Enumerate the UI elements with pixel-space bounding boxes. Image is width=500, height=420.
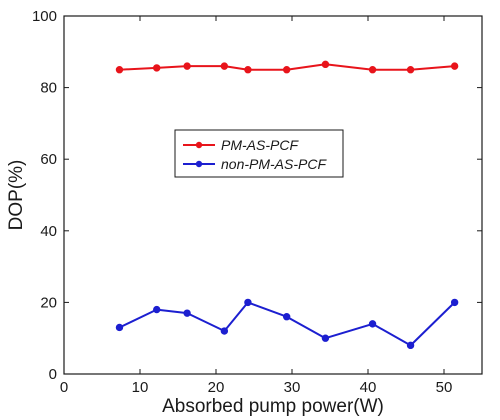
data-point <box>115 66 124 74</box>
data-point <box>368 66 377 74</box>
x-tick-label: 10 <box>132 379 149 396</box>
series-line <box>119 63 455 71</box>
data-point <box>406 341 415 350</box>
y-tick-label: 80 <box>40 80 57 97</box>
x-axis-title: Absorbed pump power(W) <box>162 396 384 417</box>
axes-layer: 0 10 20 30 40 50 0 20 40 60 80 100 <box>32 8 482 396</box>
legend-label: PM-AS-PCF <box>221 137 299 153</box>
y-tick-label: 0 <box>49 366 57 383</box>
data-point <box>450 298 459 307</box>
data-point <box>321 334 330 342</box>
x-tick-label: 20 <box>208 379 225 396</box>
data-point <box>450 62 459 70</box>
data-point <box>220 327 229 335</box>
legend-swatch-marker <box>195 160 203 168</box>
x-tick-label: 50 <box>436 379 453 396</box>
x-tick-label: 0 <box>60 379 68 396</box>
data-point <box>220 62 229 70</box>
legend-label: non-PM-AS-PCF <box>221 156 327 172</box>
data-point <box>282 66 291 74</box>
legend-box <box>174 129 344 178</box>
y-tick-label: 20 <box>40 294 57 311</box>
data-point <box>244 298 252 307</box>
y-tick-label: 60 <box>40 151 57 168</box>
legend: PM-AS-PCF non-PM-AS-PCF <box>174 129 344 178</box>
data-point <box>183 309 191 317</box>
data-point <box>153 305 161 314</box>
series-layer <box>115 60 459 350</box>
y-tick-label: 40 <box>40 223 57 240</box>
data-point <box>244 66 252 74</box>
data-point <box>321 60 330 69</box>
plot-frame <box>63 15 483 375</box>
series-1 <box>115 60 459 74</box>
data-point <box>183 62 191 70</box>
data-point <box>282 313 291 321</box>
y-axis-title: DOP(%) <box>6 160 27 231</box>
x-tick-label: 30 <box>284 379 301 396</box>
series-line <box>119 301 456 347</box>
data-point <box>368 320 377 328</box>
x-tick-label: 40 <box>360 379 377 396</box>
y-tick-label: 100 <box>32 8 57 25</box>
legend-swatch-marker <box>195 141 203 149</box>
series-2 <box>115 298 459 350</box>
data-point <box>406 66 415 74</box>
data-point <box>153 64 161 72</box>
data-point <box>115 323 124 332</box>
